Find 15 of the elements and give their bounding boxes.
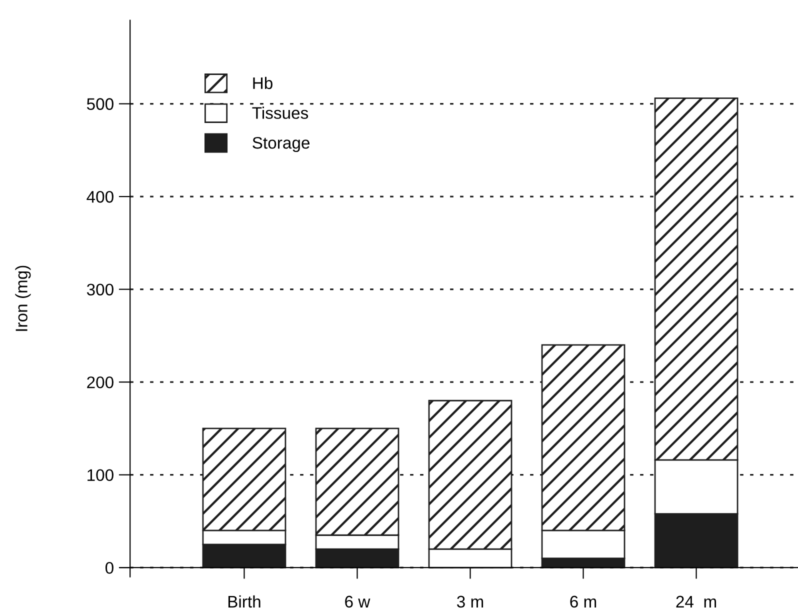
y-tick-label: 100 [88,469,114,482]
x-tick-label: 24 m [676,596,716,608]
x-tick-label: Birth [228,595,260,608]
x-tick-label: 6 w [345,596,370,608]
y-tick-label: 400 [86,190,114,203]
y-tick-label: 0 [105,562,114,574]
y-tick-label: 500 [86,98,114,110]
legend-label: Hb [253,76,272,90]
x-tick-label: 6 m [570,596,596,608]
y-tick-label: 300 [86,284,114,296]
legend-label: Tissues [252,106,308,119]
x-tick-label: 3 m [457,596,484,608]
y-tick-label: 200 [87,376,114,388]
legend-label: Storage [252,136,310,152]
y-axis-title: Iron (mg) [15,266,31,331]
